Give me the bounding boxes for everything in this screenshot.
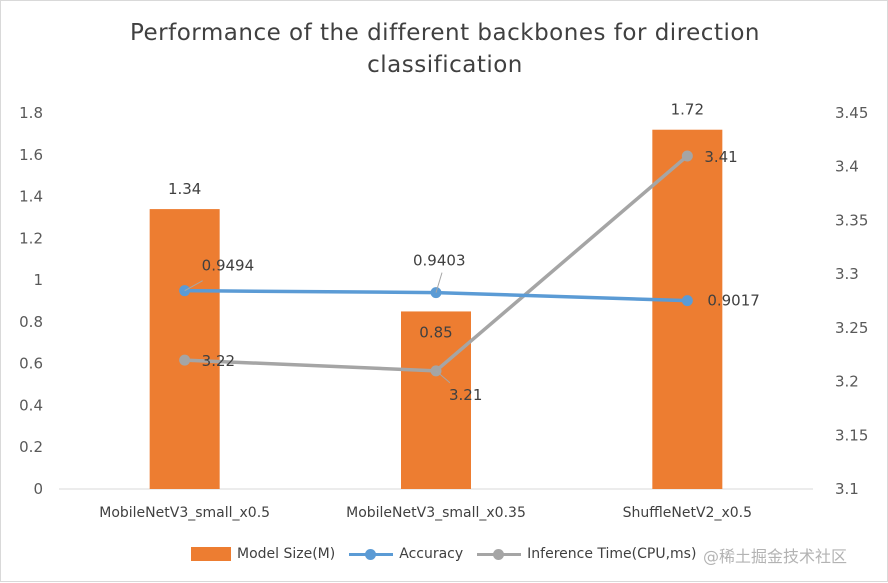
accuracy-data-label: 0.9494: [202, 257, 255, 275]
legend-swatch-inference: [477, 547, 522, 561]
inference-data-label: 3.22: [202, 352, 235, 370]
y-left-tick-label: 1: [33, 271, 43, 289]
point-inference: [179, 354, 191, 366]
y-right-tick-label: 3.2: [835, 373, 859, 391]
point-accuracy: [681, 295, 693, 307]
y-right-tick-label: 3.3: [835, 265, 859, 283]
legend-label-model-size: Model Size(M): [237, 546, 336, 562]
y-right-tick-label: 3.45: [835, 104, 868, 122]
inference-data-label: 3.21: [449, 386, 482, 404]
chart-title-line-1: Performance of the different backbones f…: [129, 20, 761, 46]
y-left-tick-label: 0.8: [19, 313, 43, 331]
accuracy-data-label: 0.9403: [413, 252, 466, 270]
leader-line: [435, 272, 443, 293]
leader-line: [435, 370, 451, 384]
bar-model-size: [401, 311, 471, 489]
legend-item-inference: Inference Time(CPU,ms): [477, 546, 696, 562]
legend-swatch-model-size: [191, 547, 231, 561]
bar-data-label: 1.72: [671, 101, 704, 119]
bar-data-label: 1.34: [168, 180, 201, 198]
chart-title-line-2: classification: [367, 52, 523, 78]
legend-swatch-accuracy: [349, 547, 394, 561]
x-tick-label: MobileNetV3_small_x0.5: [99, 505, 270, 521]
bar-data-label: 0.85: [419, 323, 452, 341]
y-left-tick-label: 0.6: [19, 355, 43, 373]
chart-title: Performance of the different backbones f…: [1, 17, 888, 81]
y-right-tick-label: 3.25: [835, 319, 868, 337]
y-right-tick-label: 3.1: [835, 480, 859, 498]
legend-label-accuracy: Accuracy: [399, 546, 464, 562]
x-tick-label: ShuffleNetV2_x0.5: [623, 505, 752, 521]
y-left-tick-label: 0.2: [19, 438, 43, 456]
y-left-tick-label: 1.6: [19, 146, 43, 164]
x-tick-label: MobileNetV3_small_x0.35: [346, 505, 526, 521]
watermark: @稀土掘金技术社区: [703, 547, 848, 566]
bar-model-size: [149, 209, 220, 490]
y-left-tick-label: 1.4: [19, 188, 43, 206]
y-left-tick-label: 1.8: [19, 104, 43, 122]
bar-model-size: [652, 129, 723, 489]
y-right-tick-label: 3.35: [835, 211, 868, 229]
accuracy-data-label: 0.9017: [707, 292, 760, 310]
legend-item-model-size: Model Size(M): [191, 546, 335, 562]
legend: Model Size(M) Accuracy Inference Time(CP…: [191, 543, 710, 565]
y-left-tick-label: 1.2: [19, 229, 43, 247]
leader-line: [184, 280, 203, 292]
y-left-tick-label: 0: [33, 480, 43, 498]
legend-label-inference: Inference Time(CPU,ms): [527, 546, 697, 562]
legend-item-accuracy: Accuracy: [349, 546, 463, 562]
inference-data-label: 3.41: [704, 148, 737, 166]
point-inference: [681, 150, 693, 162]
y-right-tick-label: 3.15: [835, 426, 868, 444]
y-right-tick-label: 3.4: [835, 158, 859, 176]
y-left-tick-label: 0.4: [19, 396, 43, 414]
